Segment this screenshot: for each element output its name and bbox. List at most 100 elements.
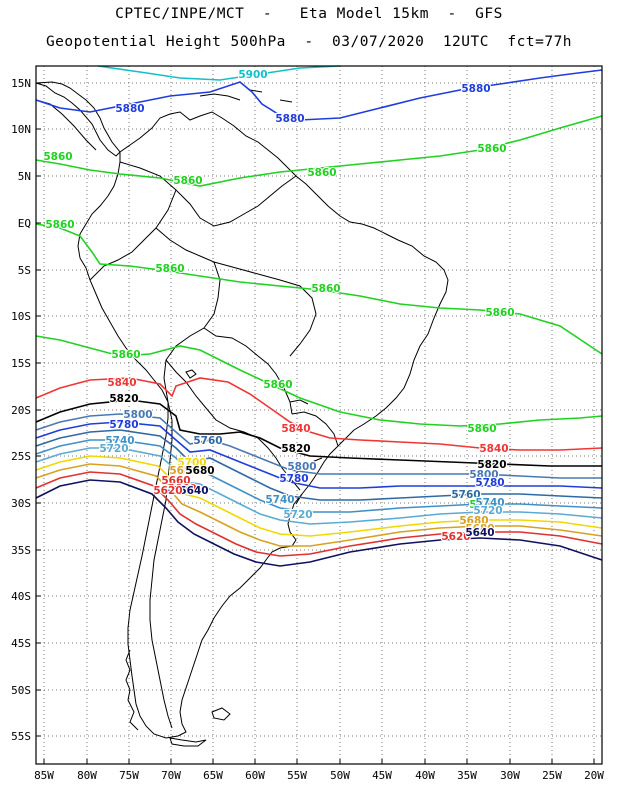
lon-tick-label: 45W xyxy=(372,769,392,782)
axis-labels: 15N 10N 5N EQ 5S 10S 15S 20S 25S 30S 35S 40S 45S 50S 5… xyxy=(11,77,604,782)
contour-label-5880: 5880 xyxy=(115,103,144,115)
contour-label-5860: 5860 xyxy=(111,349,140,361)
contour-line-5820 xyxy=(35,399,602,467)
contour-line-5720 xyxy=(35,447,603,525)
contour-label-5860: 5860 xyxy=(311,283,340,295)
country-borders xyxy=(89,161,339,729)
contour-label-5860: 5860 xyxy=(307,167,336,179)
contour-label-5840: 5840 xyxy=(281,423,310,435)
contour-label-5780: 5780 xyxy=(279,473,308,485)
contour-label-5860: 5860 xyxy=(467,423,496,435)
tierra-del-fuego xyxy=(169,737,207,747)
contour-label-5760: 5760 xyxy=(451,489,480,501)
contour-line-5660 xyxy=(35,471,603,557)
contour-label-5860: 5860 xyxy=(477,143,506,155)
lon-tick-label: 70W xyxy=(161,769,181,782)
lon-tick-label: 75W xyxy=(119,769,139,782)
title-line-1: CPTEC/INPE/MCT - Eta Model 15km - GFS xyxy=(115,6,503,22)
lat-tick-label: 10S xyxy=(11,310,31,323)
lon-tick-label: 80W xyxy=(77,769,97,782)
contour-label-5720: 5720 xyxy=(99,443,128,455)
lon-tick-label: 65W xyxy=(203,769,223,782)
lon-tick-label: 25W xyxy=(542,769,562,782)
contour-label-5840: 5840 xyxy=(107,377,136,389)
lon-tick-label: 35W xyxy=(457,769,477,782)
title-line-2: Geopotential Height 500hPa - 03/07/2020 … xyxy=(45,34,573,50)
contour-labels: 5900 5880 5880 5880 5860 5860 5860 5860 5860 5860… xyxy=(42,68,515,544)
lat-tick-label: EQ xyxy=(18,217,31,230)
lat-tick-label: 40S xyxy=(11,590,31,603)
contour-line-5640 xyxy=(35,479,603,567)
contour-label-5800: 5800 xyxy=(469,469,498,481)
contour-label-5880: 5880 xyxy=(275,113,304,125)
lon-tick-label: 85W xyxy=(34,769,54,782)
geopotential-contours xyxy=(35,65,603,567)
contour-label-5860: 5860 xyxy=(469,499,498,511)
contour-label-5860: 5860 xyxy=(173,175,202,187)
falkland-islands xyxy=(211,707,231,721)
lat-tick-label: 10N xyxy=(11,123,31,136)
south-america-coastline xyxy=(77,111,449,739)
contour-label-5660: 5660 xyxy=(167,483,196,495)
contour-label-5820: 5820 xyxy=(109,393,138,405)
contour-label-5640: 5640 xyxy=(163,485,192,497)
contour-line-5760 xyxy=(35,429,603,501)
lon-tick-label: 50W xyxy=(330,769,350,782)
contour-label-5820: 5820 xyxy=(281,443,310,455)
contour-line-5860 xyxy=(35,223,603,355)
contour-line-5680 xyxy=(35,463,603,547)
contour-label-5800: 5800 xyxy=(123,409,152,421)
contour-label-5780: 5780 xyxy=(475,477,504,489)
contour-label-5620: 5620 xyxy=(441,531,470,543)
lat-tick-label: 20S xyxy=(11,404,31,417)
lat-tick-label: 30S xyxy=(11,497,31,510)
contour-label-5660: 5660 xyxy=(161,475,190,487)
contour-label-5740: 5740 xyxy=(265,494,294,506)
contour-line-5780 xyxy=(35,421,603,489)
contour-label-5680: 5680 xyxy=(459,515,488,527)
lat-tick-label: 45S xyxy=(11,637,31,650)
lon-tick-label: 55W xyxy=(287,769,307,782)
lat-tick-label: 50S xyxy=(11,684,31,697)
contour-label-5880: 5880 xyxy=(461,83,490,95)
lat-tick-label: 5S xyxy=(18,264,31,277)
map-frame xyxy=(35,65,603,765)
contour-label-5720: 5720 xyxy=(473,505,502,517)
contour-label-5720: 5720 xyxy=(283,509,312,521)
contour-line-5700 xyxy=(35,455,603,537)
contour-label-5820: 5820 xyxy=(477,459,506,471)
contour-label-5640: 5640 xyxy=(465,527,494,539)
contour-label-5780: 5780 xyxy=(109,419,138,431)
lat-tick-label: 5N xyxy=(18,170,31,183)
contour-line-5740 xyxy=(35,439,603,513)
contour-label-5640: 5640 xyxy=(179,485,208,497)
contour-label-5680: 5680 xyxy=(465,523,494,535)
contour-label-5680: 5680 xyxy=(169,465,198,477)
lon-tick-label: 60W xyxy=(245,769,265,782)
contour-label-5900: 5900 xyxy=(238,69,267,81)
contour-label-5760: 5760 xyxy=(193,435,222,447)
contour-label-5740: 5740 xyxy=(475,497,504,509)
caribbean-islands xyxy=(199,89,293,103)
contour-label-5740: 5740 xyxy=(105,435,134,447)
contour-label-5840: 5840 xyxy=(479,443,508,455)
central-america-coastline xyxy=(35,81,121,157)
contour-line-5860 xyxy=(35,115,603,187)
lat-tick-label: 15N xyxy=(11,77,31,90)
lon-tick-label: 20W xyxy=(584,769,604,782)
contour-line-5840 xyxy=(35,377,603,451)
contour-line-5860 xyxy=(35,335,603,427)
contour-label-5700: 5700 xyxy=(181,465,210,477)
contour-line-5800 xyxy=(35,413,602,479)
lon-tick-label: 40W xyxy=(415,769,435,782)
contour-label-5800: 5800 xyxy=(287,461,316,473)
lon-tick-label: 30W xyxy=(500,769,520,782)
lake-titicaca xyxy=(185,369,197,379)
lat-tick-label: 25S xyxy=(11,450,31,463)
lat-tick-label: 55S xyxy=(11,730,31,743)
contour-label-5860: 5860 xyxy=(45,219,74,231)
coastlines-and-borders xyxy=(35,81,449,747)
contour-label-5860: 5860 xyxy=(485,307,514,319)
chilean-fjords xyxy=(125,649,139,731)
